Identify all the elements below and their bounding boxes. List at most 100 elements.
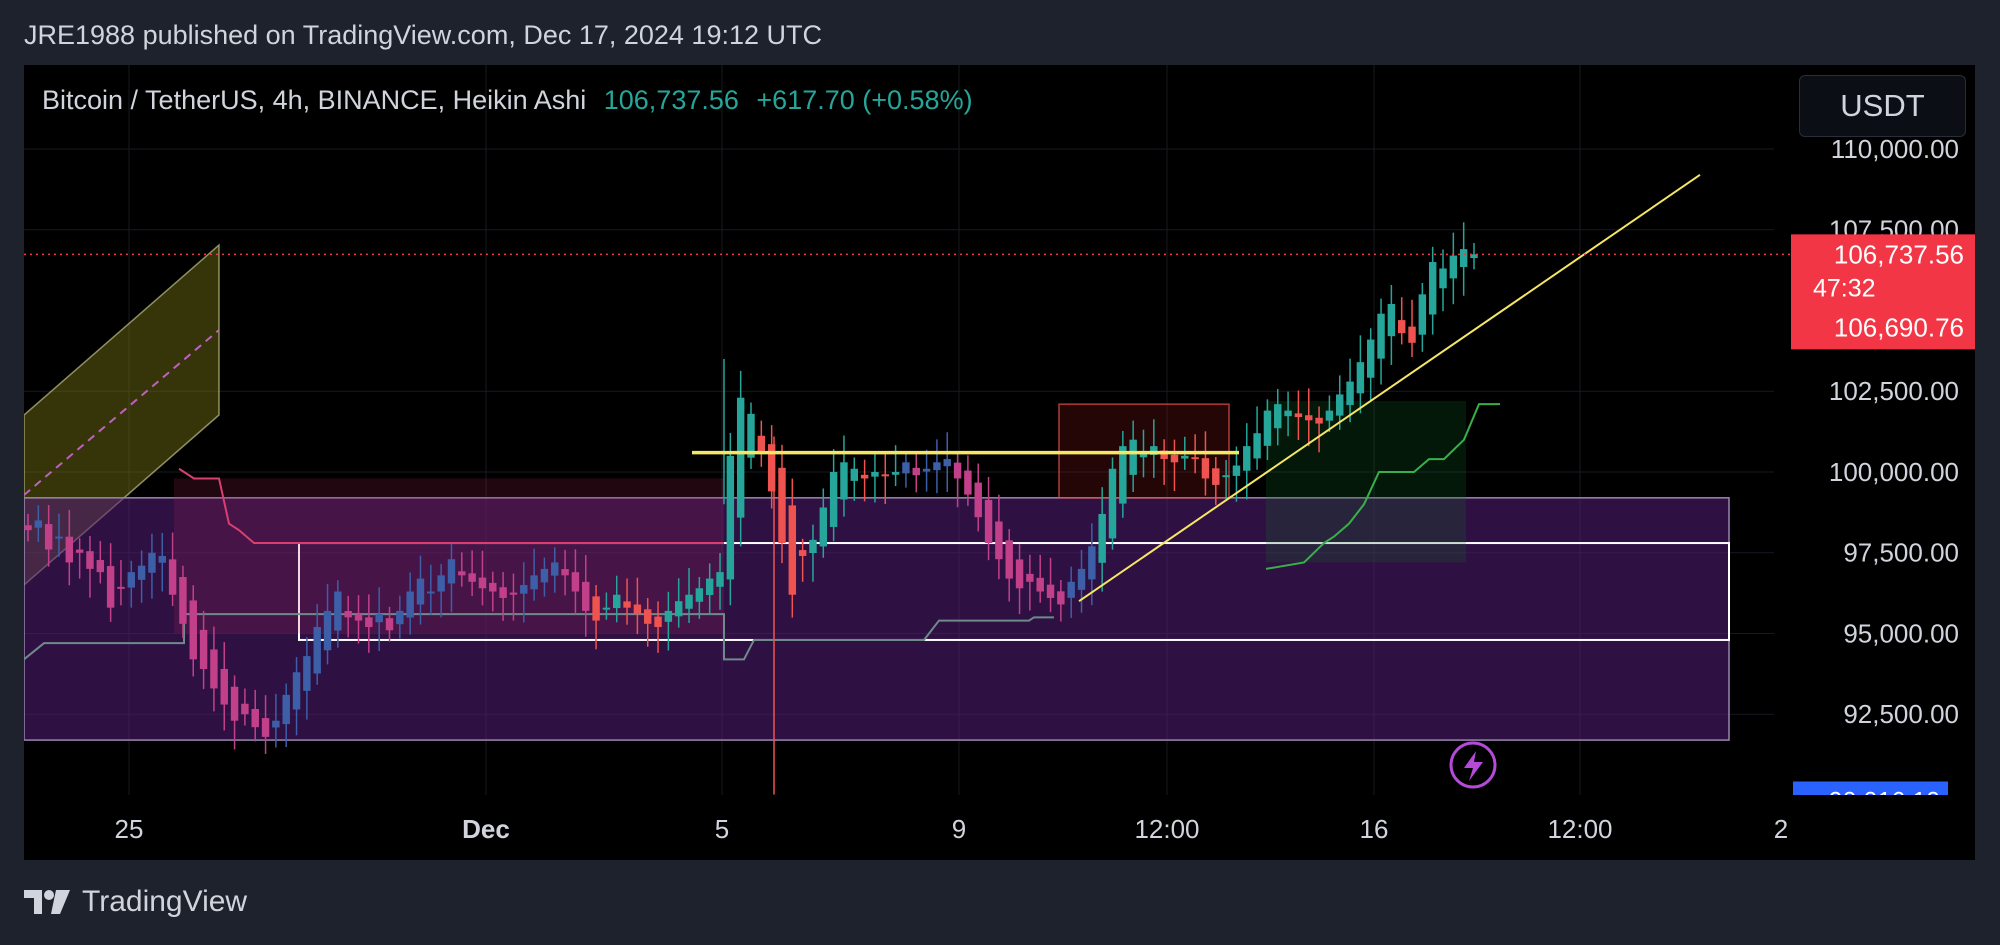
candle-body — [674, 601, 683, 617]
candle-body — [613, 594, 621, 609]
candle-body — [106, 566, 115, 608]
candle-body — [922, 468, 931, 472]
candle-body — [44, 524, 53, 550]
candle-body — [1026, 573, 1034, 582]
candle-body — [984, 499, 993, 544]
candle-body — [1449, 255, 1458, 279]
symbol-title[interactable]: Bitcoin / TetherUS, 4h, BINANCE, Heikin … — [42, 85, 587, 115]
candle-body — [427, 591, 435, 594]
candle-body — [1181, 455, 1189, 459]
countdown-label: 47:32 — [1813, 274, 1876, 302]
candle-body — [1356, 362, 1365, 394]
candle-body — [1387, 304, 1396, 337]
candle-body — [582, 581, 590, 611]
lower-band-line — [24, 613, 1054, 661]
currency-unit-button[interactable]: USDT — [1799, 75, 1966, 137]
candle-body — [1170, 454, 1179, 463]
candle-body — [695, 588, 704, 602]
candle-body — [953, 462, 962, 479]
x-tick-label: Dec — [462, 814, 510, 844]
candle-body — [396, 610, 404, 625]
candle-body — [489, 582, 497, 592]
candle-body — [757, 435, 766, 453]
candle-body — [1232, 465, 1241, 476]
last-price-label: 106,737.56 — [1834, 239, 1964, 269]
candle-body — [75, 549, 84, 553]
prev-price-label: 106,690.76 — [1834, 312, 1964, 342]
candle-body — [891, 471, 900, 475]
candle-body — [1150, 446, 1158, 455]
candle-body — [1315, 417, 1323, 424]
candle-body — [592, 596, 600, 621]
candle-body — [1191, 457, 1199, 460]
chart-panel[interactable]: 110,000.00 107,500.00 102,500.00 100,000.00… — [24, 65, 1975, 860]
candle-body — [788, 505, 797, 595]
candle-body — [943, 459, 951, 467]
candle-body — [458, 571, 466, 576]
candle-body — [871, 471, 879, 477]
candle-body — [1294, 413, 1303, 418]
candle-body — [995, 521, 1003, 560]
candle-body — [1366, 339, 1375, 378]
candle-body — [478, 577, 487, 589]
candle-body — [850, 468, 859, 481]
x-tick-label: 9 — [952, 814, 966, 844]
candle-body — [643, 609, 652, 624]
price-chart[interactable]: 110,000.00107,500.00102,500.00100,000.00… — [24, 65, 1975, 860]
candle-body — [798, 550, 807, 556]
y-tick-label: 110,000.00 — [1831, 134, 1959, 164]
y-tick-label: 95,000.00 — [1843, 618, 1959, 648]
tradingview-brand[interactable]: TradingView — [82, 885, 248, 918]
candle-body — [261, 718, 270, 737]
outer-range-zone — [24, 497, 1730, 741]
indicator-fill — [174, 478, 724, 634]
candle-body — [1274, 404, 1282, 429]
candle-body — [65, 536, 74, 563]
candle-body — [251, 708, 259, 728]
candle-body — [881, 474, 889, 477]
candle-body — [137, 565, 146, 580]
candle-body — [1253, 433, 1261, 459]
candle-body — [86, 551, 94, 569]
candle-body — [964, 470, 972, 495]
candle-body — [623, 601, 631, 608]
x-tick-label: 5 — [715, 814, 729, 844]
candle-body — [468, 573, 476, 582]
candle-body — [24, 525, 32, 531]
candle-body — [571, 572, 580, 592]
candle-body — [1325, 410, 1334, 421]
candle-body — [1057, 591, 1065, 605]
candle-body — [499, 587, 507, 598]
candle-body — [55, 536, 63, 539]
candle-body — [375, 614, 383, 623]
candle-body — [520, 585, 528, 594]
candle-body — [292, 672, 301, 710]
candle-body — [912, 467, 920, 476]
upper-band-line — [178, 467, 724, 545]
candle-body — [1160, 450, 1168, 460]
candle-body — [705, 578, 714, 596]
candle-body — [747, 413, 755, 458]
candle-body — [127, 572, 136, 588]
candle-body — [902, 462, 910, 474]
candle-body — [1428, 262, 1437, 315]
candle-body — [148, 552, 156, 573]
candle-body — [716, 572, 724, 587]
candle-body — [1036, 577, 1044, 592]
x-tick-label: 2 — [1774, 814, 1788, 844]
candle-body — [272, 720, 280, 728]
candle-body — [406, 591, 414, 618]
candle-body — [633, 604, 642, 615]
candle-body — [1243, 446, 1251, 471]
candle-body — [1263, 410, 1272, 446]
candle-body — [1305, 415, 1313, 421]
inner-range-zone — [298, 542, 1730, 641]
candle-body — [96, 560, 105, 573]
candle-body — [1408, 326, 1416, 343]
candle-body — [117, 586, 125, 589]
candle-body — [1397, 320, 1406, 334]
candle-body — [1377, 313, 1385, 359]
tradingview-logo-icon — [24, 890, 70, 914]
candle-body — [1015, 559, 1024, 589]
candle-body — [778, 467, 786, 544]
